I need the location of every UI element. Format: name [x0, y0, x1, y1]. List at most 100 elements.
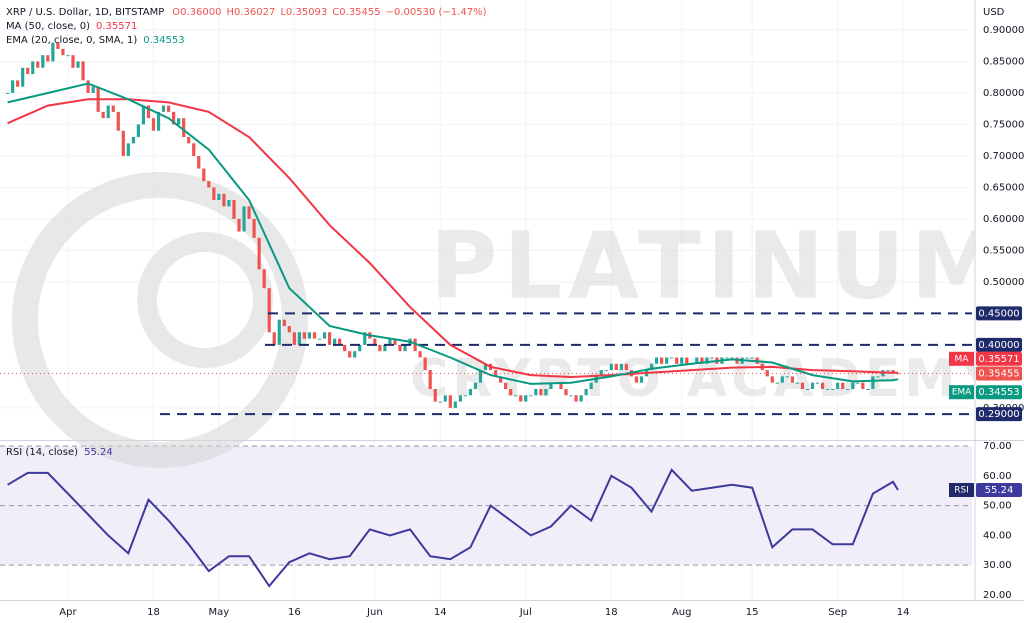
candle: [247, 206, 251, 219]
candle: [483, 363, 488, 371]
watermark-logo: [12, 172, 308, 468]
x-tick-label: 15: [746, 607, 759, 618]
candle: [86, 80, 90, 93]
candle: [166, 105, 171, 112]
candle: [775, 382, 779, 384]
candle: [71, 55, 75, 68]
candle: [418, 351, 422, 358]
candle: [237, 218, 241, 232]
candle: [428, 370, 432, 389]
watermark-logo: [137, 232, 273, 368]
candle: [574, 395, 578, 402]
candle: [841, 382, 845, 389]
candle: [207, 181, 211, 188]
candle: [232, 200, 236, 219]
candle: [317, 338, 322, 340]
candle: [338, 338, 342, 345]
candle: [192, 143, 196, 156]
quote: C0.35455: [332, 7, 380, 18]
candle: [378, 344, 382, 352]
candle: [121, 130, 125, 156]
candle: [66, 55, 70, 57]
candle: [458, 395, 462, 402]
candle: [182, 118, 186, 138]
candle: [106, 105, 110, 119]
price-label: 0.35571: [978, 354, 1019, 365]
candle: [267, 288, 271, 333]
candle: [242, 206, 246, 232]
candle: [695, 357, 699, 364]
candle: [730, 357, 734, 359]
candle: [156, 111, 161, 131]
candle: [499, 376, 503, 383]
ema-name: EMA (20, close, 0, SMA, 1): [6, 35, 137, 46]
candle: [146, 105, 151, 119]
level-label: 0.40000: [978, 340, 1019, 351]
candle: [257, 237, 261, 270]
indicator-line: [7, 98, 898, 379]
candle: [564, 388, 568, 396]
rsi-value: 55.24: [84, 447, 113, 458]
quote: H0.36027: [226, 7, 275, 18]
candle: [26, 67, 30, 75]
candle: [5, 92, 10, 94]
candle: [559, 382, 563, 389]
candle: [31, 61, 35, 75]
candle: [101, 111, 105, 119]
price-label: 0.35455: [978, 369, 1019, 380]
candle: [725, 357, 729, 359]
candle: [343, 344, 347, 352]
candle: [327, 332, 332, 345]
candle: [51, 42, 55, 62]
candle: [76, 61, 80, 68]
x-tick-label: 18: [605, 607, 618, 618]
candle: [790, 376, 795, 383]
candle: [700, 357, 704, 364]
candle: [332, 338, 337, 345]
candle: [815, 382, 820, 384]
symbol: XRP / U.S. Dollar, 1D, BITSTAMP: [6, 7, 164, 18]
candle: [398, 344, 402, 352]
x-tick-label: 16: [288, 607, 301, 618]
candle: [322, 332, 327, 339]
y-tick-label: 30.00: [983, 560, 1012, 571]
price-label: 55.24: [985, 485, 1014, 496]
candle: [227, 200, 231, 207]
candle: [514, 395, 518, 397]
candle: [851, 382, 855, 389]
candle: [172, 111, 176, 125]
candle: [599, 370, 603, 377]
candle: [16, 80, 20, 87]
y-tick-label: 0.90000: [983, 25, 1024, 36]
series-tag-box: [949, 385, 974, 400]
x-tick-label: Aug: [672, 607, 692, 618]
level-label-box: [976, 306, 1022, 321]
candle: [363, 332, 367, 345]
candle: [222, 193, 226, 207]
x-tick-label: 14: [434, 607, 447, 618]
price-label-box: [976, 385, 1022, 400]
y-tick-label: 60.00: [983, 471, 1012, 482]
candle: [468, 388, 473, 396]
candle: [438, 401, 442, 403]
candle: [287, 326, 291, 333]
candle: [433, 388, 437, 402]
candle: [866, 388, 870, 390]
candle: [373, 338, 377, 345]
candle: [584, 388, 588, 396]
candle: [685, 357, 689, 364]
y-tick-label: 50.00: [983, 501, 1012, 512]
candle: [795, 382, 800, 384]
candle: [509, 388, 513, 396]
watermark-text: PLATINUM: [430, 212, 1008, 319]
level-label: 0.45000: [978, 308, 1019, 319]
candle: [493, 370, 498, 377]
candle: [670, 357, 674, 359]
candle: [589, 382, 593, 389]
candle: [846, 388, 850, 390]
y-tick-label: 40.00: [983, 530, 1012, 541]
y-tick-label: 0.80000: [983, 88, 1024, 99]
candle: [654, 357, 659, 364]
series-tag-box: [949, 483, 974, 498]
candle: [831, 388, 835, 390]
